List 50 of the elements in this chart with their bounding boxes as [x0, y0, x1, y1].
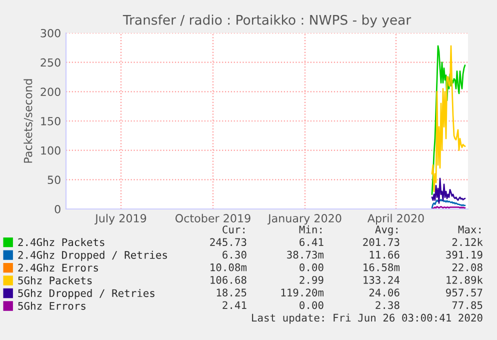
- text: 201.73: [363, 238, 400, 246]
- text: Max:: [458, 226, 480, 234]
- text: 22.08: [452, 263, 482, 272]
- text: 10.08m: [210, 263, 247, 272]
- text: 6.30: [222, 250, 246, 259]
- text: 18.25: [216, 288, 246, 296]
- text: 133.24: [364, 276, 400, 284]
- text: 2.38: [376, 301, 400, 310]
- text: 38.73m: [287, 250, 324, 259]
- legend-label: 2.4Ghz Dropped / Retries: [18, 250, 167, 261]
- line-series: [431, 178, 466, 204]
- text: 2.99: [300, 276, 324, 284]
- text: 2.41: [222, 301, 246, 309]
- y-tick-label: 0: [54, 204, 60, 214]
- text: 16.58m: [364, 263, 400, 272]
- y-tick-label: 150: [41, 116, 60, 126]
- text: 24.06: [369, 288, 400, 296]
- text: Avg:: [375, 226, 398, 236]
- y-tick-label: 50: [48, 176, 60, 184]
- text: 2.12k: [452, 238, 483, 246]
- x-tick-label: April 2020: [367, 214, 424, 225]
- text: 119.20m: [281, 288, 324, 296]
- y-tick-label: 300: [40, 28, 60, 38]
- text: Cur:: [222, 226, 244, 234]
- x-tick-label: January 2020: [267, 214, 342, 225]
- text: 245.73: [210, 238, 246, 246]
- y-tick-label: 250: [40, 58, 60, 67]
- text: 0.00: [300, 263, 324, 272]
- text: 391.19: [446, 250, 482, 259]
- x-tick-label: October 2019: [175, 214, 250, 222]
- text: Last update: Fri Jun 26 03:00:41 2020: [252, 314, 482, 324]
- legend-label: 5Ghz Packets: [18, 276, 92, 284]
- x-tick-label: July 2019: [94, 214, 146, 225]
- legend-label: 5Ghz Dropped / Retries: [18, 289, 154, 300]
- text: 77.85: [452, 301, 482, 310]
- text: 12.89k: [446, 276, 483, 284]
- y-tick-label: 100: [41, 146, 60, 155]
- text: 106.68: [210, 276, 246, 284]
- text: 957.57: [446, 288, 482, 296]
- y-tick-label: 200: [40, 88, 60, 96]
- text: 0.00: [300, 301, 324, 310]
- line-series: [431, 198, 466, 209]
- legend-label: 2.4Ghz Packets: [18, 238, 104, 246]
- text: Min:: [299, 225, 322, 234]
- legend-label: 2.4Ghz Errors: [18, 264, 98, 272]
- text: 11.66: [370, 250, 400, 259]
- legend-label: 5Ghz Errors: [18, 302, 86, 310]
- text: 6.41: [300, 238, 324, 246]
- y-axis-title: Packets/second: [24, 79, 34, 163]
- chart-title: Transfer / radio : Portaikko : NWPS - by year: [122, 14, 412, 28]
